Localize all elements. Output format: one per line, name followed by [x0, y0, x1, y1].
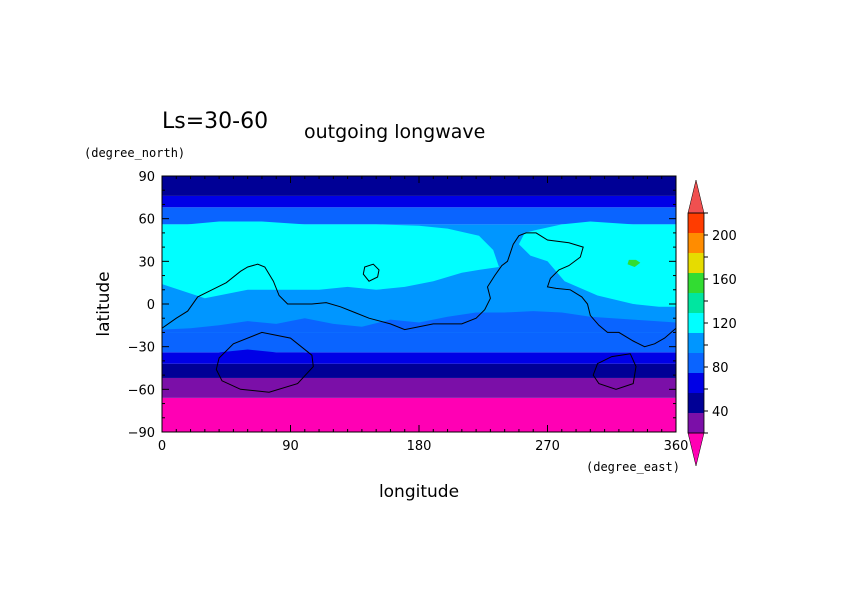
contour-lines [162, 232, 676, 393]
y-unit-label: (degree_north) [84, 146, 185, 160]
colorbar-tick-label: 200 [712, 229, 737, 244]
region-green-spot-east [627, 259, 641, 267]
colorbar-tick-label: 160 [712, 273, 737, 288]
colorbar-under-triangle [687, 432, 705, 467]
colorbar-tick-label: 40 [712, 405, 729, 420]
contour-crater-small [362, 263, 380, 282]
lat-band-7 [162, 195, 676, 208]
x-tick-label: 90 [282, 439, 299, 454]
y-tick-label: 90 [138, 170, 155, 185]
y-axis: 90 60 30 0 −30 −60 −90 [128, 170, 676, 441]
lat-band-2 [162, 363, 676, 378]
contour-coastline [162, 232, 676, 348]
x-tick-label: 0 [158, 439, 166, 454]
x-unit-label: (degree_east) [586, 460, 680, 474]
colorbar-segment [688, 233, 704, 253]
colorbar-tick-label: 80 [712, 361, 729, 376]
region-south-blue-bulge [162, 311, 676, 333]
lat-band-3 [162, 352, 676, 364]
x-axis-title: longitude [379, 482, 459, 502]
y-tick-label: −30 [128, 341, 155, 356]
colorbar-tick-label: 120 [712, 317, 737, 332]
y-tick-label: 60 [138, 213, 155, 228]
lat-band-1 [162, 377, 676, 398]
y-tick-label: 0 [147, 298, 155, 313]
colorbar-segment [688, 273, 704, 293]
colorbar-segment [688, 353, 704, 373]
plot-area [162, 176, 676, 432]
y-axis-title: latitude [94, 271, 114, 336]
chart-subtitle: outgoing longwave [304, 121, 485, 143]
x-tick-label: 270 [535, 439, 560, 454]
colorbar-over-triangle [687, 179, 705, 214]
chart-title: Ls=30-60 [162, 109, 268, 134]
colorbar-segment [688, 393, 704, 413]
x-axis: 0 90 180 270 360 [158, 176, 689, 454]
lat-band-4 [162, 332, 676, 353]
lat-band-6 [162, 207, 676, 225]
colorbar-segment [688, 413, 704, 433]
contour-basin-east [592, 353, 637, 390]
region-cyan-west [162, 221, 499, 299]
contour-basin-west [215, 331, 314, 393]
y-tick-label: −60 [128, 383, 155, 398]
colorbar-segment [688, 213, 704, 233]
y-tick-label: 30 [138, 255, 155, 270]
colorbar-segment [688, 333, 704, 353]
y-tick-label: −90 [128, 426, 155, 441]
colorbar-segment [688, 253, 704, 273]
colorbar: 40 80 120 160 200 [687, 179, 737, 467]
colorbar-segment [688, 293, 704, 313]
x-tick-label: 180 [407, 439, 432, 454]
region-blue-dip [219, 349, 305, 358]
x-tick-label: 360 [664, 439, 689, 454]
colorbar-segment [688, 373, 704, 393]
colorbar-segment [688, 313, 704, 333]
region-cyan-east [518, 221, 676, 307]
